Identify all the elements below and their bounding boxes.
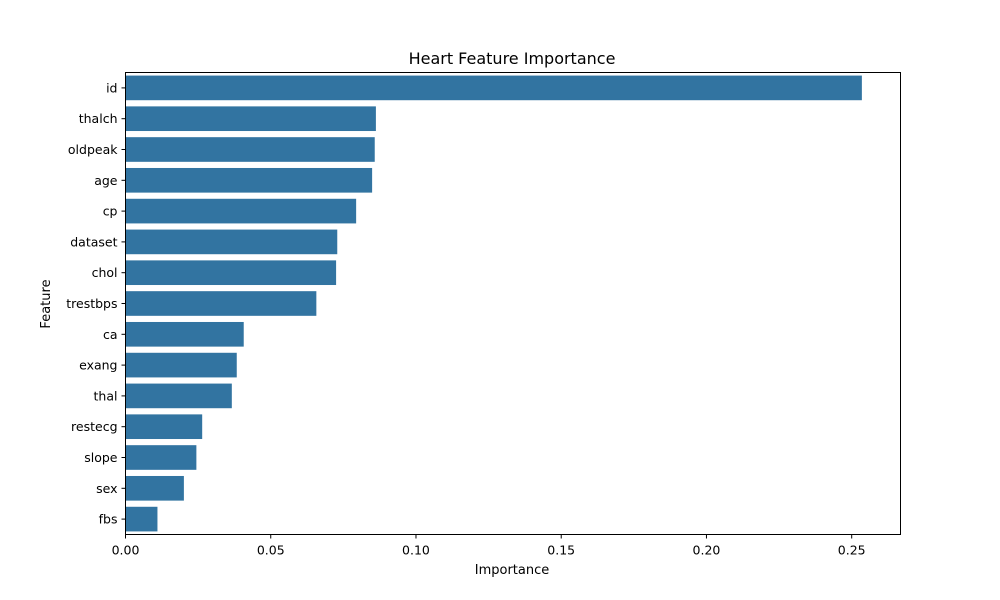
y-tick-label: restecg [71, 419, 117, 434]
y-tick-label: dataset [70, 234, 117, 249]
bars-group [125, 75, 862, 532]
y-axis-ticks: id thalch oldpeak age cp dataset chol trestbps c… [66, 80, 126, 527]
y-tick-label: slope [84, 450, 118, 465]
bar-age [125, 167, 373, 193]
x-tick-label: 0.25 [838, 543, 866, 558]
y-tick-label: thal [94, 388, 118, 403]
bar-cp [125, 198, 357, 224]
chart-title: Heart Feature Importance [409, 49, 616, 68]
y-tick-label: exang [79, 358, 117, 373]
y-tick-label: trestbps [66, 296, 117, 311]
bar-trestbps [125, 291, 317, 316]
bar-restecg [125, 414, 203, 440]
y-tick-label: thalch [79, 111, 118, 126]
y-tick-label: age [94, 173, 118, 188]
bar-slope [125, 445, 197, 470]
x-tick-label: 0.05 [257, 543, 285, 558]
plot-frame [125, 72, 901, 535]
y-tick-label: cp [103, 204, 118, 219]
x-tick-label: 0.15 [547, 543, 575, 558]
bar-thal [125, 383, 232, 409]
y-tick-label: id [106, 80, 117, 95]
bar-dataset [125, 229, 338, 255]
bar-exang [125, 352, 237, 378]
x-tick-label: 0.20 [693, 543, 721, 558]
bar-oldpeak [125, 137, 375, 162]
bar-ca [125, 321, 244, 347]
x-tick-label: 0.00 [112, 543, 140, 558]
bar-thalch [125, 106, 376, 132]
y-tick-label: oldpeak [68, 142, 118, 157]
bar-fbs [125, 506, 158, 532]
y-tick-label: sex [96, 481, 117, 496]
y-tick-label: ca [103, 327, 118, 342]
x-axis-ticks: 0.00 0.05 0.10 0.15 0.20 0.25 [112, 534, 866, 558]
y-tick-label: fbs [99, 512, 118, 527]
y-tick-label: chol [92, 265, 118, 280]
bar-sex [125, 475, 184, 501]
x-tick-label: 0.10 [402, 543, 430, 558]
x-axis-label: Importance [475, 563, 550, 578]
bar-id [125, 75, 862, 101]
y-axis-label: Feature [39, 279, 54, 328]
bar-chol [125, 260, 337, 286]
